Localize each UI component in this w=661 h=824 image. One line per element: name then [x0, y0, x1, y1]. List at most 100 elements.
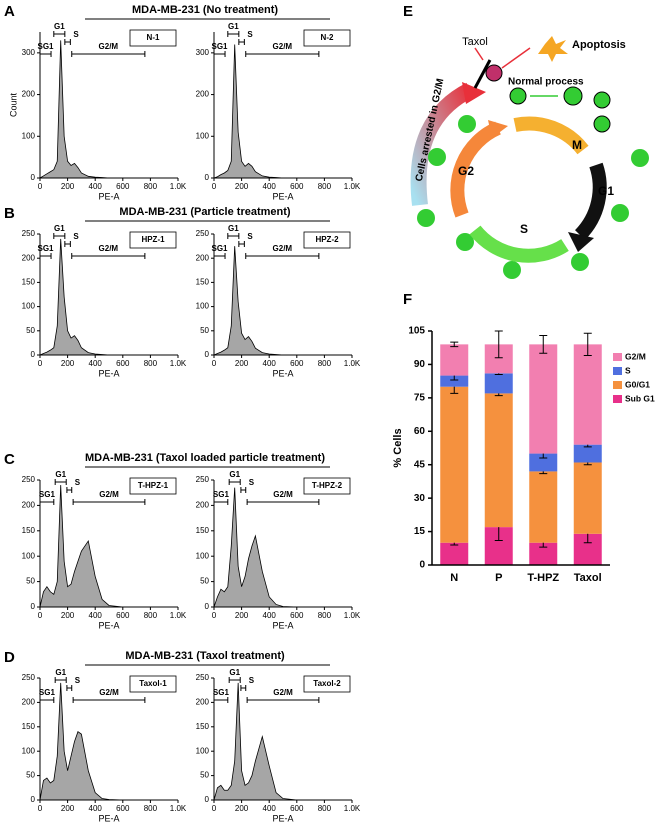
y-tick-label: 150	[22, 722, 36, 731]
gate-label: G2/M	[99, 490, 119, 499]
phase-arrow	[513, 116, 589, 155]
gate	[246, 697, 320, 703]
y-tick-label: 250	[22, 673, 36, 682]
phase: M	[572, 138, 582, 152]
sample-label: HPZ-1	[141, 235, 165, 244]
gate	[53, 233, 66, 239]
x-tick-label: 0	[38, 359, 43, 368]
gate-label: SG1	[213, 688, 230, 697]
x-tick-label: 0	[212, 611, 217, 620]
label: Normal process	[508, 77, 584, 88]
y-tick-label: 100	[196, 551, 210, 560]
gate-label: G2/M	[273, 688, 293, 697]
bar-segment	[440, 375, 469, 387]
bar-segment	[440, 344, 469, 376]
cell	[417, 209, 435, 227]
gate	[238, 39, 245, 45]
cell	[571, 253, 589, 271]
x-tick-label: 1.0K	[170, 611, 187, 620]
gate-label: S	[249, 478, 255, 487]
bar-segment	[573, 344, 602, 445]
sample-box	[129, 477, 177, 495]
x-tick-label: 800	[318, 359, 332, 368]
x-tick-label: 600	[290, 804, 304, 813]
sample-label: T-HPZ-1	[138, 481, 169, 490]
y-tick-label: 0	[205, 350, 210, 359]
block-bar	[473, 59, 492, 89]
x-tick-label: 200	[61, 611, 75, 620]
label: Cells arrested in G2/M	[414, 78, 447, 183]
x-tick-label: 1.0K	[344, 359, 361, 368]
x-tick-label: 1.0K	[170, 359, 187, 368]
bar-segment	[529, 471, 558, 543]
gate-label: G2/M	[99, 688, 119, 697]
legend-swatch	[613, 367, 622, 375]
gate	[39, 253, 52, 259]
y-axis-label: % Cells	[392, 428, 404, 467]
x-tick-label: 400	[89, 359, 103, 368]
y-axis-label: Count	[8, 93, 18, 118]
sample-box	[303, 477, 351, 495]
y-tick-label: 250	[22, 229, 36, 238]
gate	[64, 241, 71, 247]
gate	[245, 51, 320, 57]
x-tick-label: 400	[263, 359, 277, 368]
gate	[238, 241, 245, 247]
y-tick-label: 250	[196, 475, 210, 484]
panel-letter: E	[403, 3, 413, 20]
y-tick-label: 60	[414, 426, 426, 437]
cell	[563, 86, 583, 106]
bar-segment	[440, 542, 469, 565]
x-tick-label: 1.0K	[344, 804, 361, 813]
sample-label: Taxol-1	[139, 679, 167, 688]
gate-label: G1	[228, 22, 239, 31]
gate	[227, 233, 240, 239]
y-tick-label: 100	[22, 131, 36, 140]
y-tick-label: 45	[414, 459, 426, 470]
y-tick-label: 300	[22, 48, 36, 57]
y-tick-label: 50	[26, 326, 35, 335]
y-tick-label: 200	[22, 90, 36, 99]
histogram	[38, 40, 178, 179]
gate-label: G2/M	[99, 244, 119, 253]
gate	[213, 51, 226, 57]
label: Apoptosis	[572, 39, 626, 51]
y-tick-label: 50	[26, 577, 35, 586]
cell	[428, 148, 446, 166]
gate	[39, 51, 52, 57]
bar-segment	[484, 373, 513, 394]
gate-label: G1	[54, 22, 65, 31]
cell	[611, 204, 629, 222]
x-axis-label: PE-A	[272, 620, 293, 630]
gate	[71, 253, 146, 259]
y-tick-label: 250	[22, 475, 36, 484]
gate	[227, 31, 240, 37]
gate-label: G1	[228, 224, 239, 233]
y-tick-label: 200	[196, 90, 210, 99]
x-tick-label: 0	[212, 182, 217, 191]
gate	[64, 39, 71, 45]
y-tick-label: 300	[196, 48, 210, 57]
y-tick-label: 15	[414, 526, 426, 537]
gate-label: S	[75, 676, 81, 685]
bar-segment	[529, 542, 558, 565]
gate-label: S	[247, 232, 253, 241]
bar-segment	[573, 444, 602, 463]
y-tick-label: 150	[22, 526, 36, 535]
y-tick-label: 0	[31, 795, 36, 804]
sample-label: N-1	[147, 33, 160, 42]
gate-label: G1	[229, 470, 240, 479]
x-tick-label: 400	[89, 611, 103, 620]
y-tick-label: 50	[200, 326, 209, 335]
x-tick-label: Taxol	[574, 572, 602, 584]
gate	[240, 487, 247, 493]
y-tick-label: 50	[200, 577, 209, 586]
x-axis-label: PE-A	[272, 191, 293, 201]
panel-letter: D	[4, 649, 15, 666]
x-tick-label: 0	[212, 804, 217, 813]
sample-box	[303, 231, 351, 249]
cell	[631, 149, 649, 167]
sample-box	[129, 29, 177, 47]
x-tick-label: 200	[61, 804, 75, 813]
x-tick-label: 800	[318, 182, 332, 191]
